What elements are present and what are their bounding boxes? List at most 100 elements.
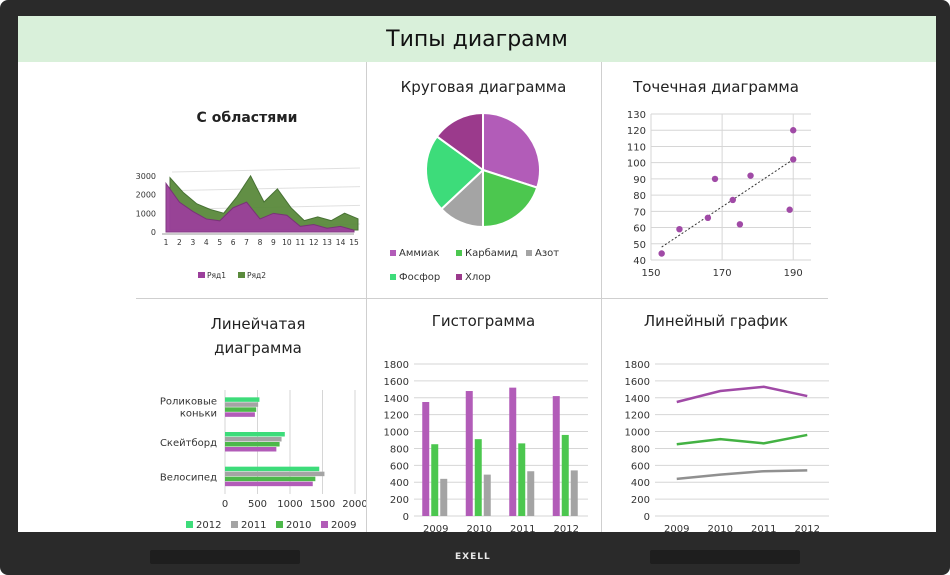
scatter-xtick-label: 150 — [641, 268, 660, 279]
hbar-legend-label: 2011 — [241, 520, 266, 531]
divider-horizontal — [136, 298, 828, 299]
hbar-bar — [225, 447, 277, 452]
column-bar — [422, 402, 430, 516]
scatter-point — [729, 196, 736, 204]
line-ytick-label: 1800 — [625, 360, 650, 371]
hbar-legend-label: 2012 — [196, 520, 221, 531]
column-xtick-label: 2009 — [423, 524, 448, 532]
hbar-xtick-label: 2000 — [342, 499, 366, 510]
area-xtick-label: 2 — [177, 238, 182, 247]
pie-legend-label: Карбамид — [465, 248, 518, 259]
scatter-trendline — [661, 159, 794, 248]
line-chart-title: Линейный график — [643, 312, 789, 330]
scatter-point — [790, 156, 797, 163]
column-ytick-label: 1000 — [384, 428, 409, 439]
hbar-xtick-label: 1500 — [310, 499, 335, 510]
horizontal-bar-chart-title: Линейчатая диаграмма — [210, 315, 306, 357]
area-gridline — [171, 186, 361, 192]
scatter-ytick-label: 110 — [627, 142, 646, 153]
column-bar — [570, 470, 578, 516]
area-ytick-label: 2000 — [136, 191, 156, 200]
hbar-xtick-label: 1000 — [277, 499, 302, 510]
line-ytick-label: 1200 — [625, 411, 650, 422]
hbar-legend-swatch — [276, 521, 283, 528]
area-series-1 — [165, 181, 355, 233]
column-ytick-label: 600 — [390, 461, 409, 472]
hbar-xtick-label: 500 — [248, 499, 267, 510]
pie-slice-5 — [435, 111, 484, 172]
column-ytick-label: 1600 — [384, 377, 409, 388]
area-series-2 — [169, 174, 359, 231]
column-bar — [483, 474, 491, 516]
speaker-grille-left — [150, 550, 300, 564]
hbar-xtick-label: 0 — [222, 499, 228, 510]
pie-chart-panel: Круговая диаграмма Аммиак Карбамид Азот Фос… — [366, 62, 601, 298]
column-ytick-label: 200 — [390, 495, 409, 506]
column-ytick-label: 0 — [403, 512, 409, 523]
pie-slice-1 — [482, 111, 541, 189]
hbar-category-label: Велосипед — [160, 473, 217, 484]
column-ytick-label: 1200 — [384, 411, 409, 422]
area-xtick-label: 13 — [322, 238, 332, 247]
scatter-point — [704, 214, 712, 222]
area-gridline — [171, 167, 361, 173]
area-xtick-label: 9 — [271, 238, 276, 247]
brand-logo: EXELL — [455, 552, 491, 562]
area-xtick-label: 11 — [296, 238, 306, 247]
column-bar — [465, 391, 473, 516]
line-series-1 — [676, 385, 808, 404]
scatter-xtick-label: 190 — [784, 268, 803, 279]
slide-screen: Типы диаграмм С областями 0 1000 2000 3000 1… — [18, 16, 936, 532]
area-legend-label: Ряд2 — [247, 271, 266, 280]
column-bar — [518, 443, 526, 516]
scatter-point — [658, 250, 665, 257]
area-ytick-label: 0 — [151, 228, 156, 237]
scatter-chart: 40 50 60 70 80 90 100 110 120 130 150 170 190 — [627, 110, 811, 279]
area-chart-panel: С областями 0 1000 2000 3000 1 2 3 4 5 6 7 8 9 10 11 12… — [128, 62, 366, 298]
column-bar — [552, 396, 560, 516]
hbar-legend-swatch — [321, 521, 328, 528]
pie-slice-2 — [482, 168, 539, 229]
hbar-legend-label: 2009 — [331, 520, 356, 531]
area-ytick-label: 1000 — [136, 209, 156, 218]
column-bar — [440, 478, 448, 516]
line-ytick-label: 1400 — [625, 394, 650, 405]
column-ytick-label: 800 — [390, 444, 409, 455]
line-ytick-label: 1000 — [625, 428, 650, 439]
speaker-grille-right — [650, 550, 800, 564]
column-xtick-label: 2010 — [467, 524, 492, 532]
line-ytick-label: 200 — [631, 495, 650, 506]
column-chart: 0 200 400 600 800 1000 1200 1400 1600 1800 2009 201… — [384, 360, 588, 532]
hbar-bar — [225, 466, 320, 472]
hbar-bar — [225, 481, 313, 487]
line-xtick-label: 2012 — [795, 524, 820, 532]
hbar-legend-swatch — [186, 521, 193, 528]
pie-chart-title: Круговая диаграмма — [400, 78, 567, 96]
line-series-2 — [676, 433, 808, 446]
area-xtick-label: 14 — [336, 238, 346, 247]
scatter-point — [747, 172, 754, 179]
pie-legend-label: Фосфор — [399, 272, 440, 283]
scatter-chart-panel: Точечная диаграмма 40 50 60 70 80 90 100 110 120… — [601, 62, 831, 298]
area-ytick-label: 3000 — [136, 172, 156, 181]
area-chart-title: С областями — [196, 110, 298, 126]
pie-legend-label: Азот — [535, 248, 559, 259]
column-ytick-label: 400 — [390, 478, 409, 489]
column-ytick-label: 1400 — [384, 394, 409, 405]
pie-legend-swatch — [390, 274, 396, 280]
column-bar — [474, 439, 482, 516]
line-xtick-label: 2009 — [664, 524, 689, 532]
hbar-bar — [225, 476, 316, 482]
scatter-ytick-label: 120 — [627, 126, 646, 137]
line-series-3 — [676, 469, 808, 481]
column-bar — [431, 444, 439, 516]
hbar-bar — [225, 402, 259, 407]
horizontal-bar-chart-panel: Линейчатая диаграмма 0 500 1000 1500 2000 Рол… — [128, 298, 366, 532]
area-xtick-label: 6 — [231, 238, 236, 247]
pie-legend-swatch — [390, 250, 396, 256]
pie-legend-swatch — [456, 274, 462, 280]
scatter-point — [736, 221, 744, 228]
line-ytick-label: 600 — [631, 461, 650, 472]
line-chart: 0 200 400 600 800 1000 1200 1400 1600 1800 2009 201… — [625, 360, 829, 532]
area-xtick-label: 10 — [282, 238, 292, 247]
